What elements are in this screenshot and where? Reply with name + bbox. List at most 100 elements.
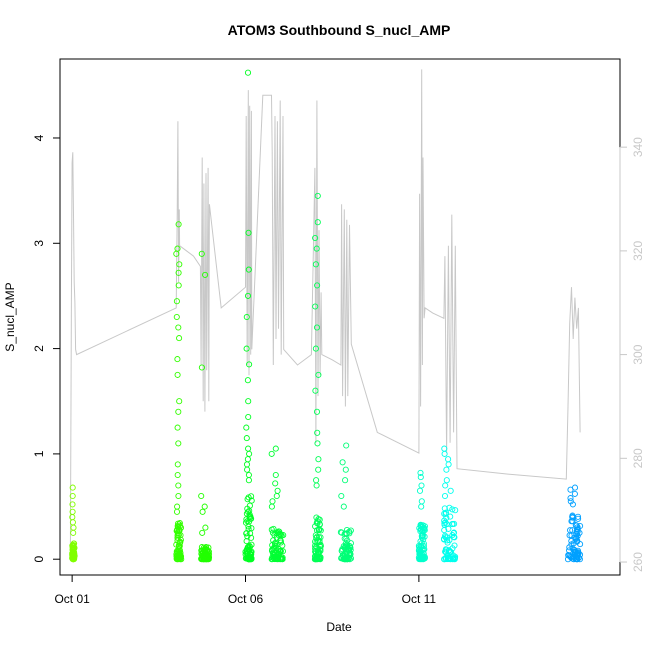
data-point	[174, 526, 181, 533]
data-point	[449, 506, 456, 513]
data-point	[576, 529, 583, 536]
data-point	[447, 513, 454, 520]
data-point	[445, 456, 452, 463]
data-point	[441, 521, 448, 528]
data-point	[440, 535, 448, 542]
data-point	[342, 477, 349, 484]
y-tick-label: 1	[32, 450, 46, 457]
data-point	[451, 554, 458, 561]
point-cluster-3	[198, 250, 213, 563]
data-point	[244, 292, 252, 299]
data-point	[279, 548, 286, 555]
data-point	[317, 534, 324, 541]
data-point	[244, 505, 251, 512]
data-point	[176, 546, 183, 553]
data-point	[177, 539, 184, 546]
y-tick-label: 2	[32, 345, 46, 352]
point-cluster-2	[173, 221, 185, 563]
x-tick-label: Oct 01	[54, 592, 90, 606]
data-point	[245, 543, 252, 550]
data-point	[276, 531, 283, 538]
data-point	[569, 514, 576, 521]
data-point	[450, 555, 457, 563]
data-point	[314, 429, 321, 436]
data-point	[70, 555, 77, 562]
data-point	[316, 516, 323, 523]
data-point	[243, 424, 250, 431]
data-point	[202, 271, 209, 278]
data-point	[271, 556, 278, 563]
plot-frame	[59, 58, 621, 576]
data-point	[245, 547, 252, 554]
x-axis: Oct 01 Oct 06 Oct 11	[54, 574, 436, 606]
point-cluster-6	[311, 192, 324, 563]
data-point	[445, 525, 452, 532]
data-point	[174, 461, 181, 468]
secondary-series-line	[69, 69, 581, 547]
data-point	[176, 335, 183, 342]
data-point	[442, 548, 449, 555]
data-point	[198, 250, 205, 257]
y2-tick-label: 280	[631, 448, 645, 468]
data-point	[442, 482, 449, 489]
data-point	[70, 544, 77, 551]
data-point	[272, 542, 279, 549]
data-point	[246, 542, 253, 549]
data-point	[70, 524, 77, 531]
data-point	[568, 518, 575, 525]
secondary-y-axis: 260 280 300 320 340	[619, 137, 645, 572]
data-point	[70, 529, 77, 536]
data-point	[244, 69, 252, 76]
data-point	[175, 324, 182, 331]
data-point	[573, 535, 580, 542]
data-point	[246, 514, 253, 521]
data-point	[451, 542, 458, 549]
data-point	[279, 542, 286, 549]
data-point	[69, 484, 76, 491]
y2-tick-label: 300	[631, 344, 645, 364]
data-point	[248, 515, 255, 522]
data-point	[243, 345, 250, 352]
data-point	[248, 555, 255, 562]
y-tick-label: 3	[32, 240, 46, 247]
data-point	[176, 261, 183, 268]
data-point	[450, 533, 457, 540]
data-point	[268, 450, 275, 457]
data-point	[418, 498, 425, 505]
data-point	[569, 512, 576, 519]
data-point	[245, 477, 252, 484]
data-point	[312, 303, 319, 310]
data-point	[313, 408, 321, 415]
point-cluster-8	[415, 469, 428, 563]
x-tick-label: Oct 06	[228, 592, 264, 606]
data-point	[568, 554, 575, 561]
data-point	[176, 526, 183, 533]
data-point	[417, 469, 424, 476]
y-axis-label: S_nucl_AMP	[3, 282, 17, 351]
data-point	[175, 542, 182, 549]
data-point	[272, 471, 279, 479]
data-point	[342, 466, 349, 473]
data-point	[199, 547, 206, 554]
data-point	[246, 511, 253, 518]
data-point	[243, 530, 250, 537]
data-point	[569, 501, 576, 508]
data-point	[272, 480, 279, 487]
data-point	[174, 471, 181, 479]
data-point	[312, 261, 319, 268]
data-point	[419, 546, 426, 554]
data-point	[245, 494, 252, 501]
data-point	[317, 542, 324, 550]
data-point	[343, 556, 350, 563]
y2-tick-label: 320	[631, 241, 645, 261]
data-point	[314, 192, 321, 199]
data-point	[70, 553, 77, 560]
y-axis: 0 1 2 3 4	[32, 134, 61, 563]
data-point	[315, 466, 322, 473]
data-point	[573, 538, 581, 545]
data-point	[174, 555, 181, 562]
data-point	[245, 445, 252, 452]
data-point	[450, 529, 458, 536]
point-cluster-10	[564, 484, 584, 563]
data-point	[277, 555, 285, 562]
